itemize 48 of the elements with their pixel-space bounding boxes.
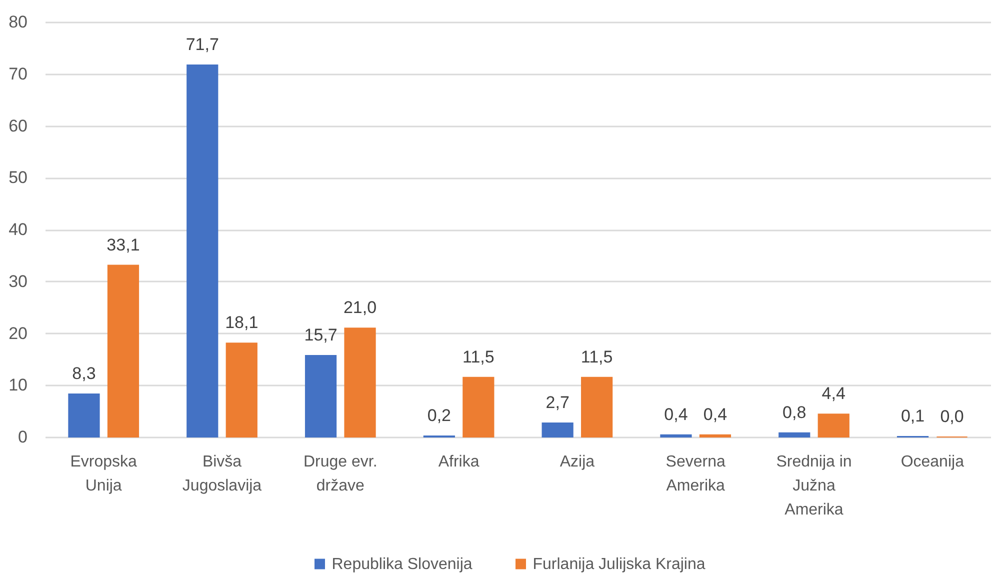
bar xyxy=(778,432,810,438)
data-label: 8,3 xyxy=(72,364,96,383)
data-label: 11,5 xyxy=(462,347,494,366)
data-label: 2,7 xyxy=(546,392,570,412)
y-tick-label: 50 xyxy=(8,168,28,188)
bar xyxy=(542,422,574,438)
bar xyxy=(68,393,100,438)
bar xyxy=(699,434,732,438)
data-label: 0,1 xyxy=(900,406,925,426)
y-tick-label: 70 xyxy=(8,64,28,84)
bar xyxy=(818,414,850,438)
data-label: 0,8 xyxy=(782,402,806,422)
data-label: 0,4 xyxy=(664,404,688,424)
x-tick-label: Srednija in Južna Amerika xyxy=(776,454,852,518)
y-tick-label: 40 xyxy=(8,220,28,239)
bar xyxy=(344,328,376,438)
data-label: 21,0 xyxy=(343,298,377,318)
x-tick-label: Oceanija xyxy=(900,454,964,470)
x-tick-label: Afrika xyxy=(438,454,480,470)
data-label: 33,1 xyxy=(106,235,140,254)
x-tick-label: Severna Amerika xyxy=(666,454,726,494)
bar xyxy=(226,342,258,438)
bar xyxy=(660,434,692,438)
bar xyxy=(186,64,218,438)
data-label: 4,4 xyxy=(822,384,846,404)
x-tick-label: Azija xyxy=(560,454,595,470)
legend-label: Furlanija Julijska Krajina xyxy=(532,556,706,573)
data-label: 15,7 xyxy=(304,326,338,345)
bar xyxy=(462,376,494,438)
y-tick-label: 20 xyxy=(8,324,28,343)
x-tick-label: Bivša Jugoslavija xyxy=(182,454,262,494)
data-label: 0,4 xyxy=(703,404,728,424)
data-label: 18,1 xyxy=(225,313,258,332)
y-tick-label: 30 xyxy=(8,272,28,291)
y-tick-label: 80 xyxy=(8,12,28,32)
x-tick-label: Druge evr. države xyxy=(303,454,378,494)
data-label: 11,5 xyxy=(580,347,613,366)
y-tick-label: 0 xyxy=(18,428,28,446)
legend-label: Republika Slovenija xyxy=(332,556,472,573)
y-tick-label: 10 xyxy=(8,376,28,395)
data-label: 0,0 xyxy=(940,407,964,426)
x-tick-label: Evropska Unija xyxy=(70,454,138,494)
data-label: 0,2 xyxy=(427,406,451,425)
y-tick-label: 60 xyxy=(8,116,28,136)
bar xyxy=(581,376,613,438)
data-label: 71,7 xyxy=(186,35,219,54)
bar xyxy=(107,264,140,438)
bar xyxy=(304,355,337,438)
